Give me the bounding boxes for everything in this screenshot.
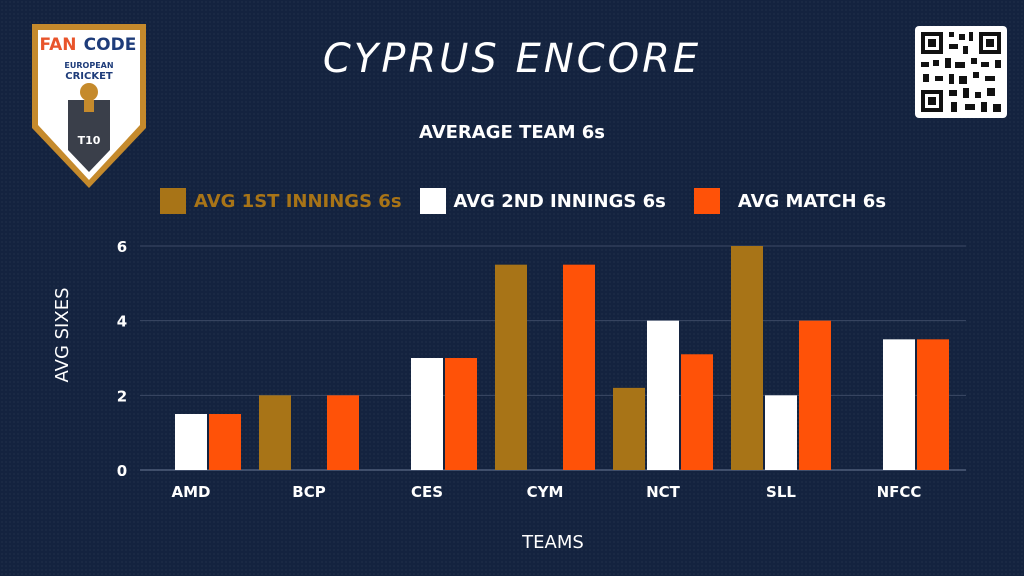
- logo-cricket-text: CRICKET: [65, 71, 113, 82]
- bar: [883, 339, 915, 470]
- bar: [731, 246, 763, 470]
- x-tick-label: CYM: [527, 483, 564, 501]
- x-axis-label: TEAMS: [521, 532, 584, 553]
- logo-code-text: CODE: [84, 35, 137, 55]
- bar: [647, 320, 679, 470]
- bar: [327, 395, 359, 470]
- legend-item-second-innings: AVG 2ND INNINGS 6s: [419, 188, 666, 214]
- x-tick-label: NFCC: [877, 483, 922, 501]
- x-tick-label: NCT: [646, 483, 681, 501]
- legend-label-first-innings: AVG 1ST INNINGS 6s: [194, 190, 402, 212]
- fancode-european-cricket-logo: FAN CODE EUROPEAN CRICKET T10: [32, 24, 146, 188]
- legend-swatch-match: [693, 188, 720, 214]
- logo-t10-text: T10: [78, 134, 101, 147]
- y-tick-label: 6: [117, 238, 127, 256]
- bar: [613, 387, 645, 470]
- bar: [563, 264, 595, 470]
- bar: [259, 395, 291, 470]
- bar: [765, 395, 797, 470]
- legend-label-match: AVG MATCH 6s: [737, 190, 887, 212]
- bar: [495, 264, 527, 470]
- chart-legend: AVG 1ST INNINGS 6s AVG 2ND INNINGS 6s AV…: [160, 187, 920, 215]
- x-tick-label: CES: [411, 483, 443, 501]
- y-tick-label: 0: [117, 462, 127, 480]
- bar: [445, 358, 477, 470]
- legend-swatch-second-innings: [419, 188, 446, 214]
- bar: [209, 414, 241, 470]
- legend-label-second-innings: AVG 2ND INNINGS 6s: [453, 190, 666, 212]
- bar: [411, 358, 443, 470]
- bar: [917, 339, 949, 470]
- logo-european-text: EUROPEAN: [64, 61, 113, 70]
- x-tick-label: BCP: [292, 483, 325, 501]
- legend-swatch-first-innings: [160, 188, 186, 214]
- logo-fan-text: FAN: [39, 35, 76, 55]
- y-axis-label: AVG SIXES: [52, 287, 73, 382]
- y-tick-label: 2: [117, 387, 127, 405]
- qr-code-icon: [915, 26, 1007, 118]
- y-tick-label: 4: [117, 313, 127, 331]
- page-title: CYPRUS ENCORE: [322, 36, 702, 82]
- legend-item-match: AVG MATCH 6s: [693, 188, 887, 214]
- bar: [799, 320, 831, 470]
- bar: [681, 354, 713, 470]
- legend-item-first-innings: AVG 1ST INNINGS 6s: [160, 188, 402, 214]
- x-tick-label: AMD: [172, 483, 211, 501]
- x-tick-label: SLL: [766, 483, 796, 501]
- chart-title: AVERAGE TEAM 6s: [419, 122, 605, 143]
- bar: [175, 414, 207, 470]
